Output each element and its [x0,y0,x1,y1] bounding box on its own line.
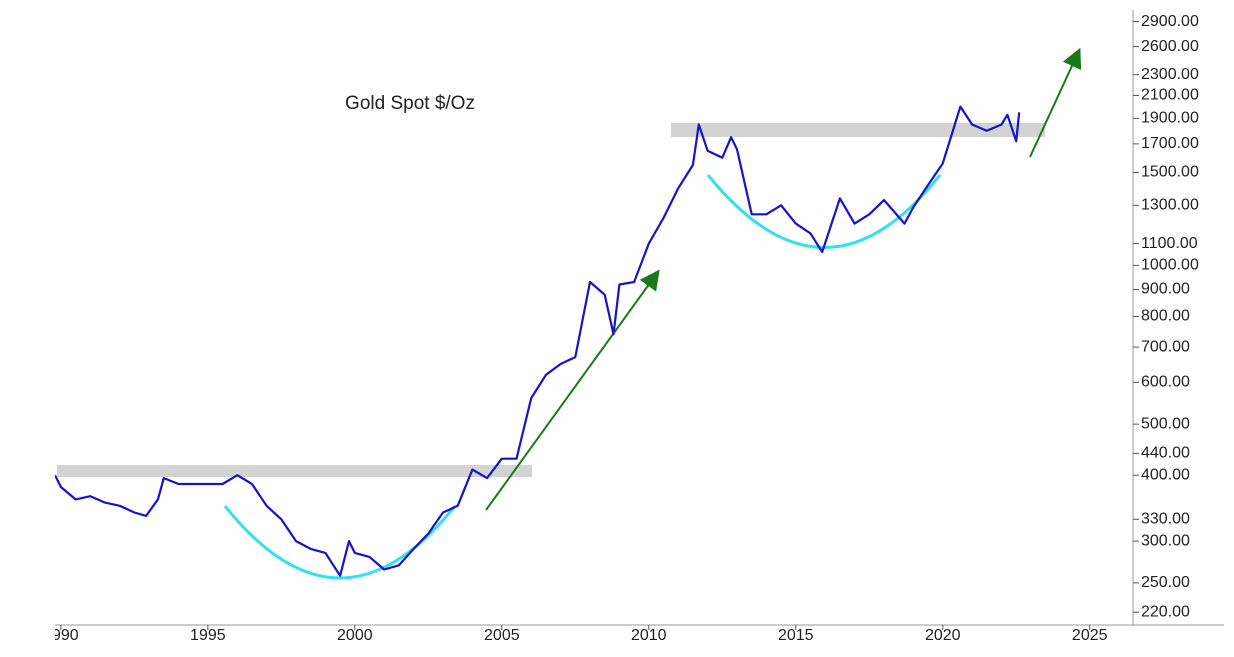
cup-arc [706,174,942,249]
x-tick-label: 1995 [190,627,226,644]
y-tick-label: 400.00 [1141,466,1190,483]
x-tick-label: 2005 [484,627,520,644]
y-tick-label: 2100.00 [1141,87,1199,104]
y-tick-label: 1700.00 [1141,135,1199,152]
x-tick-label: 2020 [925,627,961,644]
x-tick-label: 2015 [778,627,814,644]
x-tick-label: 1990 [43,627,79,644]
x-tick-label: 2025 [1072,627,1108,644]
resistance-band [57,465,532,477]
y-tick-label: 330.00 [1141,511,1190,528]
trend-arrow [485,269,660,511]
y-tick-label: 440.00 [1141,445,1190,462]
y-tick-label: 1000.00 [1141,257,1199,274]
y-tick-label: 2300.00 [1141,66,1199,83]
y-tick-label: 220.00 [1141,603,1190,620]
y-tick-label: 1500.00 [1141,164,1199,181]
y-tick-label: 900.00 [1141,281,1190,298]
y-tick-label: 800.00 [1141,308,1190,325]
x-tick-label: 2010 [631,627,667,644]
y-tick-label: 2900.00 [1141,13,1199,30]
y-tick-label: 500.00 [1141,415,1190,432]
y-tick-label: 250.00 [1141,574,1190,591]
y-tick-label: 2600.00 [1141,38,1199,55]
trend-arrow [1029,47,1082,158]
plot: 1990 1995 2000 2005 2010 2015 2020 2025 [43,105,1108,644]
chart-title: Gold Spot $/Oz [345,93,475,114]
y-tick-label: 300.00 [1141,532,1190,549]
y-tick-label: 1900.00 [1141,110,1199,127]
y-tick-label: 1100.00 [1141,235,1198,252]
y-tick-label: 600.00 [1141,374,1190,391]
y-tick-label: 700.00 [1141,338,1190,355]
price-line [55,105,1021,577]
x-tick-label: 2000 [337,627,373,644]
y-tick-label: 1300.00 [1141,197,1199,214]
